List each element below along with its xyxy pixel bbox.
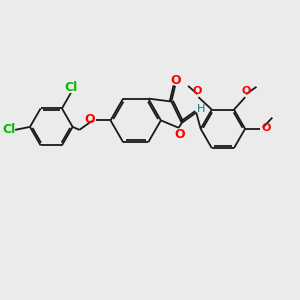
Text: Cl: Cl [64,81,77,94]
Text: O: O [242,86,251,96]
Text: O: O [261,123,271,133]
Text: O: O [175,128,185,141]
Text: O: O [170,74,181,87]
Text: O: O [84,113,94,126]
Text: Cl: Cl [2,123,15,136]
Text: O: O [193,86,202,96]
Text: H: H [197,104,206,114]
